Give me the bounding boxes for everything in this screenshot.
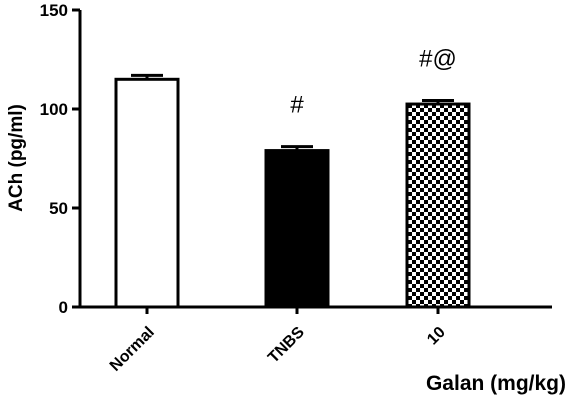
x-axis-title: Galan (mg/kg) [426, 372, 566, 395]
bar-normal [114, 77, 180, 309]
category-label: TNBS [265, 324, 308, 367]
category-label: 10 [424, 324, 449, 349]
y-tick-label: 100 [40, 100, 68, 119]
bar-10 [405, 102, 471, 309]
bars [114, 73, 471, 309]
y-tick-label: 0 [59, 298, 68, 317]
y-tick-label: 50 [49, 199, 68, 218]
bar-tnbs [264, 149, 330, 309]
significance-annotation: # [290, 92, 304, 119]
y-tick-label: 150 [40, 1, 68, 20]
y-axis-title: ACh (pg/ml) [6, 104, 27, 212]
significance-annotation: #@ [419, 45, 457, 72]
category-label: Normal [107, 324, 158, 375]
